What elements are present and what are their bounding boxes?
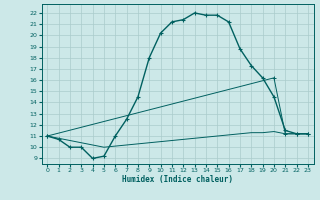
X-axis label: Humidex (Indice chaleur): Humidex (Indice chaleur) (122, 175, 233, 184)
